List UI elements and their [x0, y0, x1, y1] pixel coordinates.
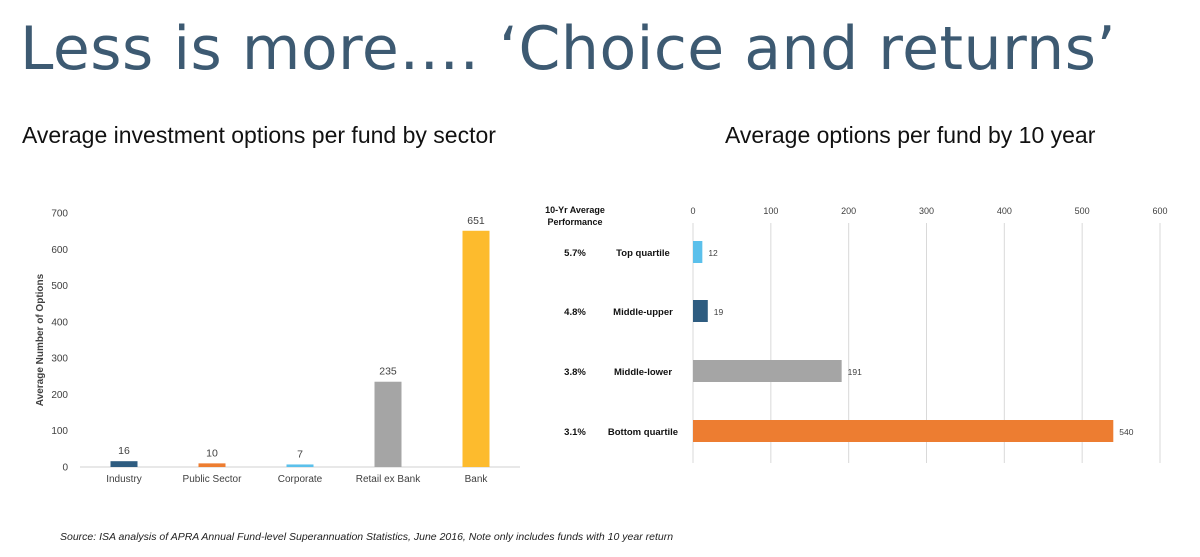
- data-label: 235: [379, 366, 397, 378]
- bar-industry: [110, 461, 138, 467]
- performance-value: 3.8%: [564, 367, 586, 378]
- performance-value: 3.1%: [564, 427, 586, 438]
- x-tick-label: Corporate: [278, 474, 323, 485]
- performance-value: 5.7%: [564, 248, 586, 259]
- y-tick-label: 300: [51, 354, 68, 365]
- bar-public-sector: [198, 463, 226, 467]
- data-label: 651: [467, 215, 485, 227]
- x-tick-label: Retail ex Bank: [356, 474, 421, 485]
- sector-bar-chart: 0 100 200 300 400 500 600 700 Average Number of …: [35, 209, 520, 485]
- x-tick-label: Industry: [106, 474, 142, 485]
- quartile-label: Middle-upper: [613, 307, 673, 318]
- x-tick-label: 300: [919, 206, 934, 216]
- data-label: 10: [206, 447, 218, 459]
- y-tick-label: 600: [51, 245, 68, 256]
- quartile-label: Middle-lower: [614, 367, 672, 378]
- row-header: 10-Yr Average Performance: [545, 205, 605, 227]
- x-tick-label: 500: [1075, 206, 1090, 216]
- y-tick-label: 200: [51, 390, 68, 401]
- data-label: 191: [848, 367, 862, 377]
- data-label: 12: [708, 248, 718, 258]
- bar-corporate: [286, 464, 314, 467]
- right-chart-title: Average options per fund by 10 year: [725, 122, 1096, 148]
- performance-value: 4.8%: [564, 307, 586, 318]
- data-label: 7: [297, 448, 303, 460]
- bar-bank: [462, 230, 490, 467]
- quartile-label: Top quartile: [616, 248, 670, 259]
- y-tick-label: 500: [51, 281, 68, 292]
- x-tick-label: 0: [690, 206, 695, 216]
- y-tick-label: 100: [51, 426, 68, 437]
- x-tick-label: 400: [997, 206, 1012, 216]
- bar-retail-ex-bank: [374, 381, 402, 467]
- data-label: 19: [714, 307, 724, 317]
- x-tick-label: Bank: [465, 474, 489, 485]
- bar-bottom-quartile: [693, 420, 1114, 442]
- y-axis-label: Average Number of Options: [35, 273, 46, 406]
- data-label: 540: [1119, 427, 1133, 437]
- data-label: 16: [118, 445, 130, 457]
- y-tick-label: 400: [51, 317, 68, 328]
- x-tick-label: 100: [763, 206, 778, 216]
- source-note: Source: ISA analysis of APRA Annual Fund…: [60, 531, 674, 543]
- x-tick-label: Public Sector: [183, 474, 243, 485]
- y-tick-label: 0: [62, 463, 68, 474]
- left-chart-title: Average investment options per fund by s…: [22, 122, 496, 148]
- slide-title: Less is more…. ‘Choice and returns’: [20, 14, 1117, 84]
- bar-middle-upper: [693, 300, 708, 322]
- x-tick-label: 600: [1152, 206, 1167, 216]
- performance-bar-chart: 10-Yr Average Performance 0 100 200 300 400 500…: [545, 205, 1168, 463]
- x-tick-label: 200: [841, 206, 856, 216]
- bar-top-quartile: [693, 241, 703, 263]
- y-tick-label: 700: [51, 209, 68, 220]
- quartile-label: Bottom quartile: [608, 427, 678, 438]
- bar-middle-lower: [693, 360, 842, 382]
